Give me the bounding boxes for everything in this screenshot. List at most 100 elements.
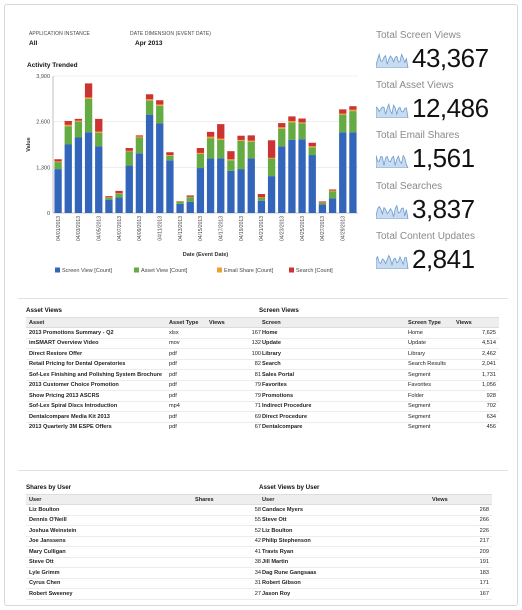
legend-label[interactable]: Asset View [Count] — [141, 268, 188, 274]
legend-label[interactable]: Search [Count] — [296, 268, 333, 274]
bar-segment-search-[count][interactable] — [328, 189, 337, 191]
bar-segment-screen-view[interactable] — [156, 123, 164, 213]
bar-segment-email-share[interactable] — [298, 122, 306, 124]
column-header-shares[interactable]: Shares — [192, 494, 264, 505]
bar-segment-search-[count][interactable] — [257, 194, 266, 198]
bar-segment-search-[count][interactable] — [145, 94, 154, 100]
legend-swatch[interactable] — [134, 267, 139, 273]
table-row[interactable]: Liz Boulton 226 — [259, 525, 492, 537]
column-header-screen[interactable]: Screen — [259, 317, 405, 328]
table-row[interactable]: 2013 Promotions Summary - Q2 xlsx 167 — [26, 327, 264, 339]
table-row[interactable]: Dentalcompare Media Kit 2013 pdf 69 — [26, 411, 264, 423]
table-row[interactable]: Liz Boulton 58 — [26, 504, 264, 516]
table-row[interactable]: Joshua Weinstein 52 — [26, 525, 264, 537]
bar-segment-asset-view[interactable] — [64, 126, 72, 145]
bar-segment-screen-view[interactable] — [217, 158, 225, 213]
table-row[interactable]: 2013 Customer Choice Promotion pdf 79 — [26, 380, 264, 391]
bar-segment-email-share[interactable] — [166, 155, 174, 156]
bar-segment-email-share[interactable] — [125, 150, 133, 152]
bar-segment-search-[count][interactable] — [135, 135, 144, 137]
legend-swatch[interactable] — [217, 267, 222, 273]
table-row[interactable]: Mary Culligan 41 — [26, 546, 264, 558]
bar-segment-screen-view[interactable] — [145, 114, 154, 213]
bar-segment-screen-view[interactable] — [54, 169, 62, 213]
table-row[interactable]: Sof-Lex Finishing and Polishing System B… — [26, 369, 264, 381]
bar-segment-email-share[interactable] — [196, 152, 205, 154]
bar-segment-screen-view[interactable] — [115, 197, 123, 213]
bar-segment-screen-view[interactable] — [64, 144, 72, 214]
bar-segment-search-[count][interactable] — [288, 116, 296, 121]
legend-label[interactable]: Screen View [Count] — [62, 268, 113, 274]
bar-segment-asset-view[interactable] — [247, 141, 255, 159]
bar-segment-screen-view[interactable] — [196, 168, 205, 213]
table-row[interactable]: Sales Portal Segment 1,731 — [259, 369, 499, 381]
bar-segment-email-share[interactable] — [74, 120, 83, 122]
bar-segment-search-[count][interactable] — [115, 190, 123, 194]
bar-segment-screen-view[interactable] — [105, 199, 113, 213]
bar-segment-asset-view[interactable] — [318, 202, 327, 205]
column-header-views[interactable]: Views — [453, 317, 499, 328]
bar-segment-asset-view[interactable] — [84, 98, 93, 133]
column-header-screen-type[interactable]: Screen Type — [405, 317, 453, 328]
column-header-user[interactable]: User — [26, 494, 192, 505]
bar-segment-screen-view[interactable] — [237, 169, 245, 213]
bar-segment-email-share[interactable] — [206, 136, 215, 139]
bar-segment-asset-view[interactable] — [186, 197, 194, 202]
bar-segment-search-[count][interactable] — [237, 135, 245, 140]
bar-segment-search-[count][interactable] — [278, 123, 286, 128]
bar-segment-search-[count][interactable] — [339, 109, 347, 114]
bar-segment-email-share[interactable] — [217, 138, 225, 140]
bar-segment-email-share[interactable] — [54, 161, 62, 163]
bar-segment-screen-view[interactable] — [247, 158, 255, 213]
table-row[interactable]: Search Search Results 2,041 — [259, 359, 499, 370]
table-row[interactable]: Steve Ott 266 — [259, 515, 492, 526]
bar-segment-search-[count][interactable] — [166, 152, 174, 156]
bar-segment-search-[count][interactable] — [125, 148, 133, 151]
bar-segment-search-[count][interactable] — [64, 120, 72, 125]
table-row[interactable]: Candace Myers 268 — [259, 504, 492, 516]
bar-segment-email-share[interactable] — [339, 113, 347, 115]
bar-segment-search-[count][interactable] — [95, 118, 103, 132]
table-row[interactable]: Steve Ott 38 — [26, 557, 264, 568]
bar-segment-asset-view[interactable] — [328, 191, 337, 199]
table-row[interactable]: Indirect Procedure Segment 702 — [259, 401, 499, 412]
date-dimension-value[interactable]: Apr 2013 — [135, 40, 163, 47]
bar-segment-email-share[interactable] — [288, 120, 296, 123]
bar-segment-screen-view[interactable] — [288, 139, 296, 213]
bar-segment-asset-view[interactable] — [54, 162, 62, 170]
bar-segment-asset-view[interactable] — [74, 121, 83, 138]
bar-segment-asset-view[interactable] — [349, 111, 357, 133]
bar-segment-asset-view[interactable] — [257, 197, 266, 201]
bar-segment-screen-view[interactable] — [227, 170, 235, 213]
bar-segment-asset-view[interactable] — [105, 197, 113, 200]
bar-segment-email-share[interactable] — [145, 99, 154, 101]
bar-segment-email-share[interactable] — [278, 127, 286, 129]
bar-segment-screen-view[interactable] — [74, 137, 83, 213]
bar-segment-email-share[interactable] — [349, 109, 357, 112]
table-row[interactable]: Lyle Grimm 34 — [26, 567, 264, 579]
bar-segment-screen-view[interactable] — [267, 176, 276, 213]
bar-segment-asset-view[interactable] — [237, 140, 245, 170]
table-row[interactable]: Jill Martin 191 — [259, 557, 492, 568]
bar-segment-email-share[interactable] — [328, 190, 337, 192]
bar-segment-asset-view[interactable] — [278, 128, 286, 147]
bar-segment-email-share[interactable] — [84, 97, 93, 99]
bar-segment-search-[count][interactable] — [105, 196, 113, 198]
bar-segment-screen-view[interactable] — [298, 139, 306, 213]
bar-segment-email-share[interactable] — [135, 136, 144, 138]
table-row[interactable]: Promotions Folder 928 — [259, 390, 499, 402]
bar-segment-search-[count][interactable] — [186, 195, 194, 197]
bar-segment-screen-view[interactable] — [278, 146, 286, 213]
bar-segment-asset-view[interactable] — [217, 139, 225, 159]
bar-segment-asset-view[interactable] — [115, 193, 123, 198]
bar-segment-email-share[interactable] — [267, 157, 276, 159]
bar-segment-search-[count][interactable] — [267, 140, 276, 158]
table-row[interactable]: Philip Stephenson 217 — [259, 536, 492, 547]
bar-segment-email-share[interactable] — [308, 146, 316, 148]
bar-segment-search-[count][interactable] — [217, 124, 225, 139]
table-row[interactable]: Jason Roy 167 — [259, 588, 492, 600]
bar-segment-screen-view[interactable] — [206, 158, 215, 213]
bar-segment-search-[count][interactable] — [206, 131, 215, 137]
bar-segment-email-share[interactable] — [237, 139, 245, 141]
bar-segment-search-[count][interactable] — [74, 118, 83, 121]
